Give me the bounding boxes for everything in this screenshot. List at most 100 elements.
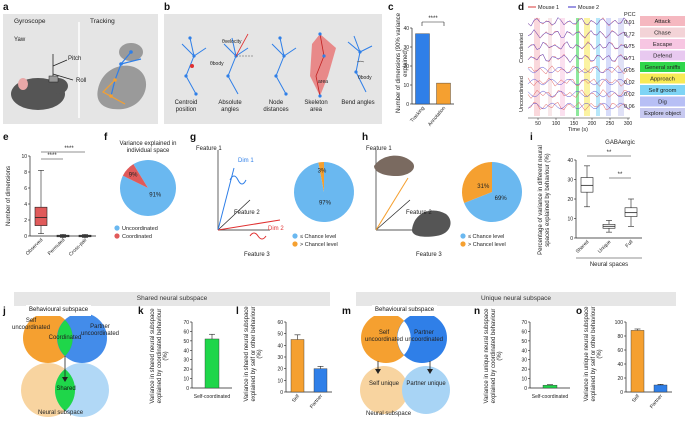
b-label-absolute: Absolute angles [218,100,242,113]
pcc-value: 0.72 [624,32,635,38]
x-tick-label: Permuted [47,237,67,257]
bar-partner [313,368,328,393]
y-tick-label: 50 [521,339,527,345]
x-tick-label: Self-coordinated [532,394,569,400]
y-tick-label: 20 [403,64,409,70]
chart-h: 69% 31% ≤ Chance level > Chancel level [460,162,522,248]
y-tick-label: 0 [186,386,189,392]
g-feature2: Feature 2 [234,210,260,216]
roll-label: Roll [76,78,87,84]
box-shared [580,177,594,193]
group-coordinated: Coordinated [519,33,525,63]
y-tick-label: 50 [183,339,189,345]
g-feature3: Feature 3 [244,252,270,258]
panel-label-h: h [362,132,369,143]
theta-velocity-label: θvelocity [222,39,242,45]
panel-label-k: k [138,306,144,317]
legend-label: > Chancel level [300,242,338,248]
box-observed [34,206,48,226]
pie-label-2: 9% [129,172,138,178]
behaviour-epoch [596,18,600,116]
g-feature1: Feature 1 [196,146,222,152]
pcc-value: 0.06 [624,104,635,110]
j-self-uncoord: Self uncoordinated [12,318,51,331]
banner-shared: Shared neural subspace [14,292,330,306]
c-sig-stars: **** [428,16,438,22]
j-neural-subspace: Neural subspace [38,410,84,416]
y-tick-label: 30 [567,178,573,184]
y-tick-label: 20 [183,367,189,373]
y-tick-label: 20 [617,376,623,382]
chart-c: 0 10 20 30 40 Tracking Annotation **** [403,16,454,128]
y-tick-label: 40 [403,26,409,32]
trace-mouse2 [527,90,631,98]
y-tick-label: 60 [277,320,283,326]
i-xlabel: Neural spaces [590,262,628,268]
g-dim1: Dim 1 [238,158,254,164]
trace-mouse2 [527,17,631,27]
legend-swatch [460,241,466,247]
y-tick-label: 30 [183,358,189,364]
y-tick-label: 30 [521,358,527,364]
panel-label-d: d [518,2,525,13]
y-tick-label: 4 [24,202,27,208]
y-tick-label: 0 [24,234,27,240]
behaviour-epoch [576,18,579,116]
behaviour-key-label: Explore object [644,111,681,117]
legend-swatch [114,225,120,231]
m-partner-unique: Partner unique [406,381,446,387]
panel-b-box [164,14,382,124]
behaviour-key-swatch [640,39,685,49]
behaviour-key-swatch [640,50,685,61]
yaw-label: Yaw [14,37,26,43]
x-tick-label: Self [291,393,302,404]
behaviour-key-label: General sniffs [645,65,681,71]
chart-f: 91% 9% Uncoordinated Coordinated [114,160,176,240]
behaviour-key-label: Escape [653,42,672,48]
pie-slice-2 [122,164,148,188]
j-shared: Shared [56,386,76,392]
m-partner-uncoord: Partner uncoordinated [404,330,444,343]
behaviour-epoch [606,18,611,116]
b-label-skeleton: Skeleton area [304,100,328,113]
panel-label-o: o [576,306,583,317]
pie-label-2: 3% [318,168,327,174]
x-tick-label: Self-coordinated [194,394,231,400]
y-tick-label: 40 [277,343,283,349]
k-ylabel: Variance in shared neural subspace expla… [150,308,170,404]
e-sig-inner: **** [47,153,57,159]
behaviour-key-swatch [640,73,685,84]
legend-mouse1: Mouse 1 [538,5,559,11]
trace-mouse2 [527,102,631,110]
y-tick-label: 100 [615,320,624,326]
behaviour-key-swatch [640,108,685,118]
y-tick-label: 10 [277,378,283,384]
d-x-tick-label: 250 [606,121,615,127]
trace-mouse1 [527,65,631,75]
behaviour-epoch [618,18,624,116]
m-self-unique: Self unique [368,381,400,387]
trace-mouse1 [527,101,631,111]
panel-a-illustration [11,22,147,118]
h-feature-axes [374,150,451,237]
bar-tracking [415,33,430,105]
pcc-value: 0.02 [624,92,635,98]
theta-bend-label: θbody [358,75,372,81]
y-tick-label: 20 [567,197,573,203]
y-tick-label: 6 [24,186,27,192]
x-tick-label: Full [624,239,634,249]
d-x-tick-label: 200 [588,121,597,127]
y-tick-label: 50 [277,332,283,338]
behaviour-key-swatch [640,96,685,107]
y-tick-label: 60 [521,329,527,335]
behaviour-epoch [534,18,540,116]
i-sig-inner: ** [618,172,623,178]
h-feature2: Feature 2 [406,210,432,216]
chart-i: 0 10 20 30 40 Shared Unique Full ** ** Neural spac… [567,150,642,268]
y-tick-label: 0 [280,390,283,396]
y-tick-label: 2 [24,218,27,224]
y-tick-label: 20 [521,367,527,373]
i-sig-outer: ** [607,150,612,156]
bar-self-coordinated [204,338,220,389]
